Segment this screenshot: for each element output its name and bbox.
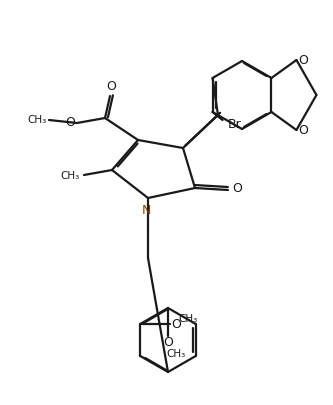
Text: O: O (298, 124, 308, 136)
Text: CH₃: CH₃ (60, 171, 80, 181)
Text: Br: Br (228, 117, 241, 130)
Text: CH₃: CH₃ (27, 115, 47, 125)
Text: CH₃: CH₃ (166, 349, 185, 359)
Text: CH₃: CH₃ (179, 314, 198, 324)
Text: O: O (298, 53, 308, 66)
Text: O: O (163, 337, 173, 350)
Text: O: O (232, 181, 242, 194)
Text: O: O (65, 117, 75, 130)
Text: O: O (106, 81, 116, 94)
Text: N: N (141, 203, 151, 217)
Text: O: O (171, 318, 181, 330)
